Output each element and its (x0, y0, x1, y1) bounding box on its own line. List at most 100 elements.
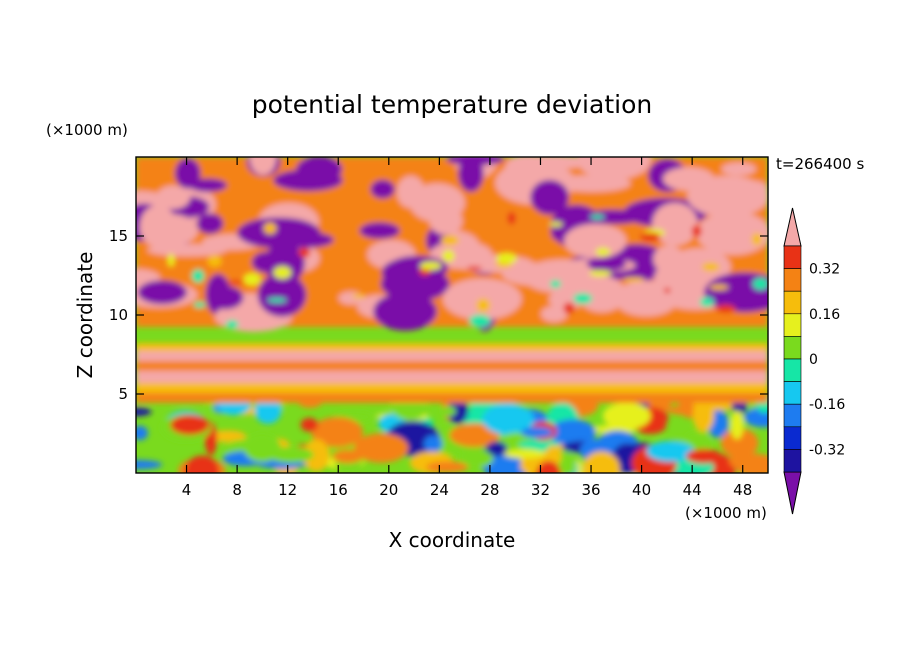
colorbar-box (783, 403, 802, 428)
field-blob (468, 314, 491, 328)
field-blob (243, 273, 261, 286)
x-tick-label: 28 (480, 481, 499, 499)
field-blob (243, 433, 281, 463)
y-tick-label: 15 (109, 227, 128, 245)
field-blob (646, 440, 695, 462)
field-blob (730, 410, 744, 440)
field-blob (520, 426, 553, 438)
field-blob (207, 255, 222, 267)
x-tick-label: 20 (379, 481, 398, 499)
field-blob (579, 209, 646, 225)
field-blob (620, 157, 652, 175)
field-blob (735, 453, 768, 473)
field-blob (590, 214, 605, 220)
colorbar-box (783, 245, 802, 269)
field-blob (692, 397, 715, 433)
field-blob (263, 222, 277, 235)
colorbar-box (783, 449, 802, 473)
field-blob (701, 262, 720, 272)
field-blob (156, 185, 191, 210)
field-band (136, 351, 768, 361)
colorbar-tick-label: 0 (809, 352, 818, 368)
field-blob (496, 252, 517, 264)
contour-field (136, 157, 768, 473)
field-blob (418, 268, 431, 276)
field-blob (311, 417, 364, 448)
field-blob (550, 279, 562, 289)
field-blob (564, 223, 627, 259)
field-blob (602, 402, 651, 430)
y-axis-label: Z coordinate (73, 252, 97, 379)
field-blob (300, 417, 318, 432)
field-blob (136, 425, 148, 441)
colorbar-box (783, 358, 802, 382)
field-blob (429, 240, 493, 269)
field-blob (193, 301, 206, 308)
field-blob (191, 269, 205, 283)
field-blob (696, 211, 768, 255)
field-blob (486, 441, 508, 457)
field-blob (267, 297, 287, 303)
colorbar-tick-label: -0.16 (809, 397, 845, 413)
field-blob (553, 174, 631, 192)
field-blob (640, 232, 661, 242)
field-blob (535, 460, 562, 473)
colorbar-box (783, 268, 802, 292)
field-band (136, 361, 768, 371)
field-blob (582, 451, 621, 473)
y-tick-label: 5 (118, 385, 128, 403)
field-blob (603, 243, 669, 283)
field-blob (442, 250, 455, 263)
field-blob (530, 179, 569, 215)
field-band (136, 383, 768, 393)
x-tick-label: 12 (278, 481, 297, 499)
field-blob (559, 459, 577, 473)
field-blob (237, 217, 321, 249)
field-blob (273, 169, 343, 192)
colorbar: -0.32 -0.16 0 0.16 0.32 (783, 207, 845, 515)
field-blob (185, 455, 220, 473)
field-blob (466, 266, 482, 271)
field-blob (540, 305, 568, 323)
field-blob (446, 398, 469, 424)
field-blob (136, 407, 152, 417)
colorbar-tick-label: -0.32 (809, 442, 845, 458)
field-blob (699, 297, 714, 307)
field-blob (691, 225, 702, 238)
field-blob (359, 222, 400, 240)
x-axis-label: X coordinate (389, 528, 516, 552)
field-blob (370, 179, 395, 199)
field-blob (440, 235, 459, 246)
field-blob (663, 167, 715, 191)
field-blob (206, 285, 244, 310)
field-blob (751, 232, 762, 246)
field-blob (743, 181, 768, 200)
field-blob (720, 428, 759, 458)
field-blob (721, 162, 757, 176)
field-blob (549, 221, 563, 227)
colorbar-box (783, 313, 802, 337)
field-blob (652, 202, 698, 246)
field-blob (188, 178, 228, 193)
field-band (136, 343, 768, 351)
field-band (136, 393, 768, 403)
colorbar-tick-label: 0.16 (809, 307, 840, 323)
field-blob (298, 247, 311, 258)
field-blob (549, 419, 596, 446)
field-blob (332, 449, 364, 464)
field-blob (441, 406, 456, 417)
field-blob (225, 319, 239, 329)
field-blob (622, 277, 645, 282)
x-tick-label: 36 (581, 481, 600, 499)
field-blob (654, 261, 699, 296)
colorbar-min-triangle (783, 471, 802, 515)
field-blob (458, 157, 484, 192)
field-blob (419, 261, 442, 271)
field-blob (147, 243, 227, 257)
field-blob (664, 287, 671, 294)
colorbar-box (783, 290, 802, 315)
field-blob (429, 206, 463, 235)
field-blob (503, 449, 546, 459)
field-blob (449, 423, 500, 448)
field-blob (303, 439, 330, 472)
